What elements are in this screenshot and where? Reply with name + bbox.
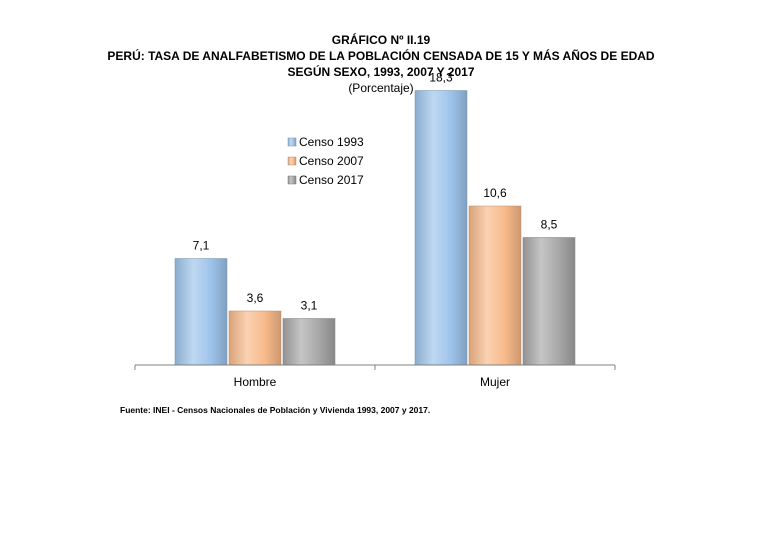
source-note: Fuente: INEI - Censos Nacionales de Pobl… bbox=[120, 405, 431, 415]
bar-hombre-censo-2007 bbox=[228, 310, 282, 366]
data-label: 8,5 bbox=[541, 218, 558, 232]
bars-layer bbox=[174, 90, 576, 366]
data-label: 18,3 bbox=[429, 71, 453, 85]
x-axis: Hombre Mujer bbox=[134, 364, 616, 389]
legend-label: Censo 1993 bbox=[299, 135, 364, 149]
data-label: 7,1 bbox=[193, 239, 210, 253]
data-label: 3,1 bbox=[301, 299, 318, 313]
chart-title-block: GRÁFICO Nº II.19 PERÚ: TASA DE ANALFABET… bbox=[0, 32, 762, 96]
bar-mujer-censo-1993 bbox=[414, 90, 468, 366]
bar-hombre-censo-2017 bbox=[282, 318, 336, 366]
legend-swatch bbox=[287, 175, 297, 185]
x-tick-label: Mujer bbox=[480, 375, 510, 389]
bar-mujer-censo-2007 bbox=[468, 205, 522, 366]
legend: Censo 1993 Censo 2007 Censo 2017 bbox=[287, 135, 364, 187]
bar-mujer-censo-2017 bbox=[522, 237, 576, 366]
value-labels-layer: 7,1 3,6 3,1 18,3 10,6 8,5 bbox=[193, 71, 558, 313]
legend-swatch bbox=[287, 156, 297, 166]
x-tick-label: Hombre bbox=[234, 375, 277, 389]
bar-hombre-censo-1993 bbox=[174, 258, 228, 366]
data-label: 10,6 bbox=[483, 186, 507, 200]
chart-title-number: GRÁFICO Nº II.19 bbox=[331, 33, 431, 47]
chart-title: PERÚ: TASA DE ANALFABETISMO DE LA POBLAC… bbox=[107, 49, 655, 63]
legend-label: Censo 2007 bbox=[299, 154, 364, 168]
chart-unit-label: (Porcentaje) bbox=[348, 81, 414, 95]
legend-swatch bbox=[287, 137, 297, 147]
legend-label: Censo 2017 bbox=[299, 173, 364, 187]
chart-title-sub: SEGÚN SEXO, 1993, 2007 Y 2017 bbox=[287, 65, 475, 79]
data-label: 3,6 bbox=[247, 291, 264, 305]
